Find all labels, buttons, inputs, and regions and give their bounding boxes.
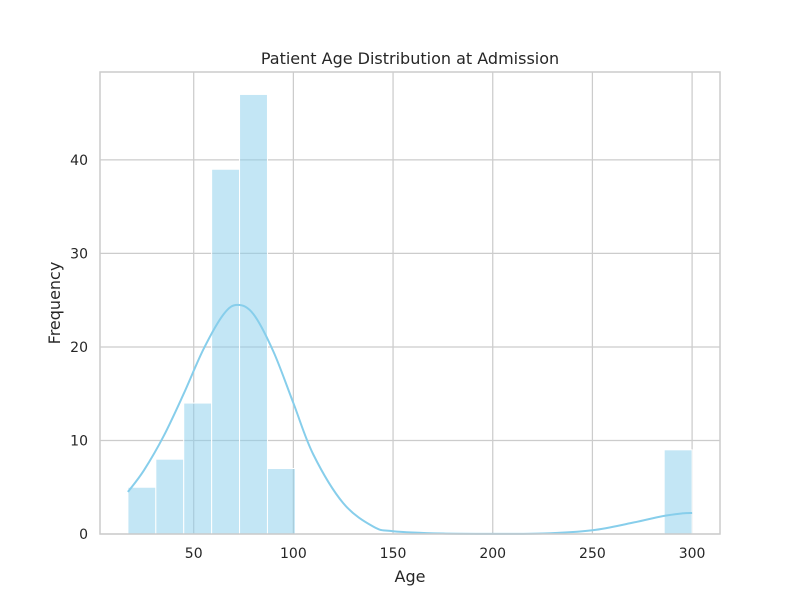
y-tick-label-1: 10 [70, 433, 88, 449]
histogram-bar-1 [155, 458, 185, 535]
x-tick-label-2: 150 [380, 546, 407, 562]
histogram-bar-6 [663, 449, 693, 535]
y-tick-label-0: 0 [79, 527, 88, 543]
histogram-bar-0 [127, 486, 157, 535]
x-tick-label-4: 250 [579, 546, 606, 562]
chart-title: Patient Age Distribution at Admission [261, 49, 559, 68]
x-tick-label-3: 200 [479, 546, 506, 562]
histogram-bar-5 [266, 468, 296, 535]
y-tick-label-2: 20 [70, 340, 88, 356]
x-axis-label: Age [395, 567, 426, 586]
y-axis-label: Frequency [45, 262, 64, 345]
kde-curve [127, 303, 693, 535]
histogram-bar-2 [183, 402, 213, 535]
x-tick-label-1: 100 [280, 546, 307, 562]
y-tick-labels: 0 10 20 30 40 [70, 153, 88, 543]
y-tick-label-4: 40 [70, 153, 88, 169]
x-tick-label-5: 300 [679, 546, 706, 562]
x-tick-label-0: 50 [185, 546, 203, 562]
plot-frame [99, 71, 721, 535]
histogram-bar-3 [211, 168, 241, 535]
x-tick-labels: 50 100 150 200 250 300 [185, 546, 706, 562]
histogram-bars [127, 93, 693, 535]
y-tick-label-3: 30 [70, 246, 88, 262]
